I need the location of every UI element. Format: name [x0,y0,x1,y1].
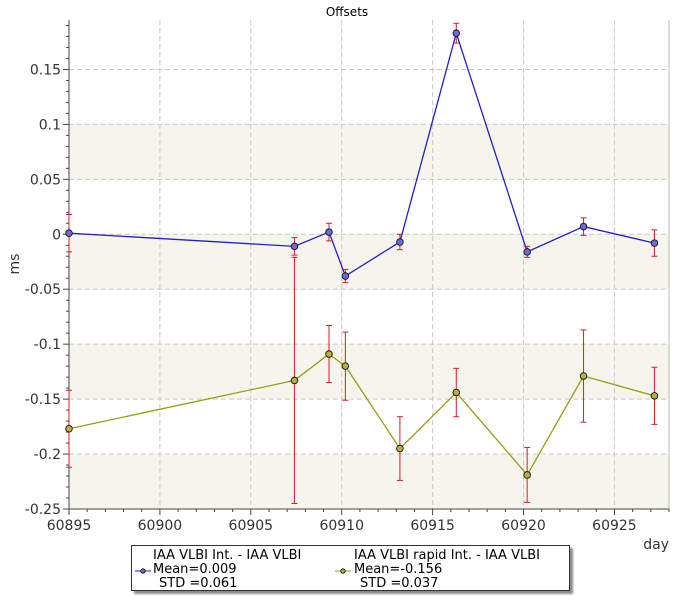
data-point [325,350,333,358]
legend-series-2-std: STD =0.037 [360,576,439,591]
data-point [65,425,73,433]
y-tick-label: -0.25 [25,502,61,518]
data-point [341,362,350,370]
x-tick-label: 60900 [138,518,183,534]
data-point [650,239,659,247]
x-tick-label: 60915 [410,518,455,534]
background-band [69,344,669,400]
legend-item-series-2: IAA VLBI rapid Int. - IAA VLBI Mean=-0.1… [354,549,540,591]
background-band [69,454,669,509]
data-point [325,228,333,236]
x-tick-label: 60920 [501,518,546,534]
x-axis-label: day [643,537,669,553]
legend-series-1-mean: Mean=0.009 [153,562,237,577]
y-tick-label: -0.05 [25,282,61,298]
y-axis-label: ms [7,254,23,275]
grid-lines [69,20,669,509]
data-point [523,248,531,256]
y-tick-label: -0.15 [25,392,61,408]
data-point [341,272,350,280]
x-tick-label: 60895 [47,518,92,534]
chart-title: Offsets [326,5,368,19]
data-point [452,388,461,397]
legend-item-series-1: IAA VLBI Int. - IAA VLBI Mean=0.009 STD … [153,549,301,591]
legend-series-2-marker [335,568,351,574]
legend: IAA VLBI Int. - IAA VLBI Mean=0.009 STD … [131,545,570,591]
series-2 [65,256,659,505]
data-point [523,471,531,479]
background-band [69,124,669,180]
data-point [396,444,404,453]
x-tick-label: 60910 [319,518,364,534]
data-point [579,222,588,231]
legend-series-1-marker [135,568,151,574]
series-1 [65,22,659,284]
data-point [290,376,299,385]
y-tick-label: -0.2 [34,447,61,463]
y-tick-label: 0.1 [39,117,61,133]
y-tick-label: 0.05 [30,172,61,188]
series-layer [65,22,659,505]
data-point [650,392,659,400]
data-point [396,238,404,246]
plot-background-bands [69,124,669,509]
x-tick-label: 60905 [229,518,274,534]
legend-series-2-mean: Mean=-0.156 [354,562,443,577]
legend-series-1-label: IAA VLBI Int. - IAA VLBI [153,548,302,563]
data-point [290,242,299,251]
axes: -0.25 -0.2 -0.15 -0.1 -0.05 0 0.05 0.1 0.15 60895… [25,20,670,534]
data-point [452,29,461,37]
y-tick-label: 0 [52,227,61,243]
legend-series-1-std: STD =0.061 [159,576,238,591]
legend-series-2-label: IAA VLBI rapid Int. - IAA VLBI [354,548,540,563]
y-tick-label: -0.1 [34,337,61,353]
y-tick-label: 0.15 [30,62,61,78]
data-point [65,229,73,237]
data-point [579,372,588,380]
x-tick-label: 60925 [592,518,637,534]
